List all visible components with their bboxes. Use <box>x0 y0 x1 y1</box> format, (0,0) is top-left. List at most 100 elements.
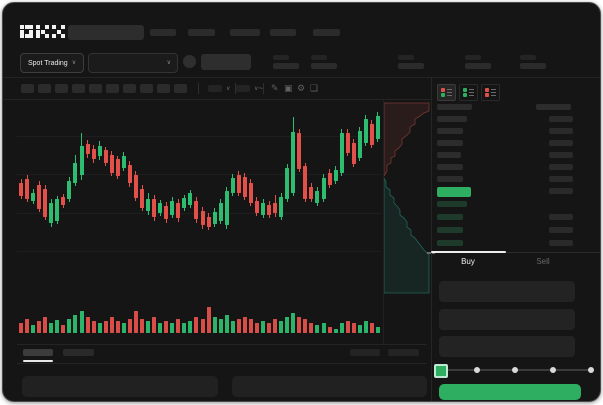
bid-row-price[interactable] <box>437 227 463 233</box>
timeframe-button-3[interactable] <box>72 84 85 93</box>
pair-selector-button[interactable]: Spot Trading ∨ <box>20 53 85 73</box>
candle <box>73 163 78 183</box>
bid-row-price[interactable] <box>437 240 463 246</box>
candle <box>85 144 90 154</box>
bottom-tab-1[interactable] <box>63 349 94 356</box>
settings-icon[interactable]: ⚙ <box>297 83 306 93</box>
candle <box>224 191 229 225</box>
candle <box>327 173 332 185</box>
timeframe-button-4[interactable] <box>89 84 102 93</box>
gridline <box>17 251 381 252</box>
tab-buy[interactable]: Buy <box>461 257 475 266</box>
timeframe-button-1[interactable] <box>38 84 51 93</box>
candle <box>357 131 362 158</box>
slider-stop[interactable] <box>512 367 518 373</box>
ask-row-price[interactable] <box>437 164 463 170</box>
volume-bar <box>91 321 96 333</box>
slider-handle[interactable] <box>434 364 448 378</box>
book-asks-icon[interactable] <box>481 84 500 101</box>
slider-stop[interactable] <box>474 367 480 373</box>
indicator-dropdown-1[interactable] <box>236 85 250 92</box>
wave-icon[interactable]: ~ <box>258 83 264 93</box>
ask-row-price[interactable] <box>437 116 467 122</box>
volume-bar <box>369 323 374 333</box>
volume-bar <box>248 319 253 333</box>
timeframe-button-9[interactable] <box>174 84 187 93</box>
volume-bar <box>170 323 175 333</box>
nav-item-3[interactable] <box>270 29 296 36</box>
candle <box>67 181 72 199</box>
chevron-down-icon: ∨ <box>166 60 171 66</box>
order-input-1[interactable] <box>439 309 575 330</box>
draw-icon[interactable]: ✎ <box>271 83 279 93</box>
panel-divider <box>431 77 432 401</box>
last-price-row[interactable] <box>437 187 471 197</box>
instrument-dropdown[interactable]: ∨ <box>88 53 178 73</box>
bid-row-price[interactable] <box>437 201 467 207</box>
book-both-icon[interactable] <box>437 84 456 101</box>
stat-label-3 <box>465 55 481 60</box>
timeframe-button-8[interactable] <box>157 84 170 93</box>
candle <box>97 146 102 156</box>
candle <box>333 170 338 181</box>
candle <box>375 116 380 139</box>
candle <box>230 178 235 193</box>
token-avatar[interactable] <box>183 55 196 68</box>
ask-row-amount <box>549 128 573 134</box>
bottom-tab-0[interactable] <box>23 349 53 356</box>
camera-icon[interactable]: ▣ <box>284 83 293 93</box>
nav-item-2[interactable] <box>230 29 260 36</box>
order-input-2[interactable] <box>439 336 575 357</box>
volume-bar <box>25 319 30 333</box>
fullscreen-icon[interactable]: ❏ <box>310 83 319 93</box>
search-input[interactable] <box>68 25 144 40</box>
ask-row-price[interactable] <box>437 176 463 182</box>
nav-item-0[interactable] <box>150 29 176 36</box>
indicator-dropdown-0[interactable] <box>208 85 222 92</box>
bottom-action-0[interactable] <box>350 349 380 356</box>
mid-amount-bar <box>549 188 573 194</box>
volume-bar <box>37 321 42 333</box>
book-bids-icon[interactable] <box>459 84 478 101</box>
volume-bar <box>67 319 72 333</box>
orderbook-header-price <box>437 104 472 110</box>
candle <box>345 133 350 153</box>
volume-bar <box>97 323 102 333</box>
volume-bar <box>297 317 302 333</box>
slider-stop[interactable] <box>550 367 556 373</box>
candle <box>242 177 247 197</box>
timeframe-button-7[interactable] <box>140 84 153 93</box>
candle <box>55 199 60 221</box>
ask-row-price[interactable] <box>437 128 463 134</box>
bottom-panel-1 <box>232 376 427 397</box>
bid-row-price[interactable] <box>437 214 463 220</box>
pair-action-button[interactable] <box>201 54 251 70</box>
ask-row-price[interactable] <box>437 152 461 158</box>
candle <box>61 197 66 205</box>
candle <box>291 132 296 193</box>
slider-stop[interactable] <box>588 367 594 373</box>
candle <box>140 189 144 208</box>
timeframe-button-5[interactable] <box>106 84 119 93</box>
candle <box>236 175 241 193</box>
bottom-action-1[interactable] <box>388 349 419 356</box>
tab-sell[interactable]: Sell <box>536 257 550 266</box>
volume-bar <box>200 319 205 333</box>
candle <box>146 199 151 211</box>
ask-row-price[interactable] <box>437 140 463 146</box>
order-input-0[interactable] <box>439 281 575 302</box>
nav-item-1[interactable] <box>188 29 215 36</box>
stat-label-1 <box>311 55 327 60</box>
volume-bar <box>49 323 54 333</box>
timeframe-button-0[interactable] <box>21 84 34 93</box>
volume-bar <box>176 319 181 333</box>
okx-logo-letter <box>20 25 33 38</box>
nav-item-4[interactable] <box>313 29 340 36</box>
buy-submit-button[interactable] <box>439 384 581 400</box>
candle <box>339 133 344 173</box>
timeframe-button-2[interactable] <box>55 84 68 93</box>
timeframe-button-6[interactable] <box>123 84 136 93</box>
toolbar-separator <box>235 83 236 94</box>
toolbar-separator <box>198 83 199 94</box>
ask-row-amount <box>549 116 573 122</box>
